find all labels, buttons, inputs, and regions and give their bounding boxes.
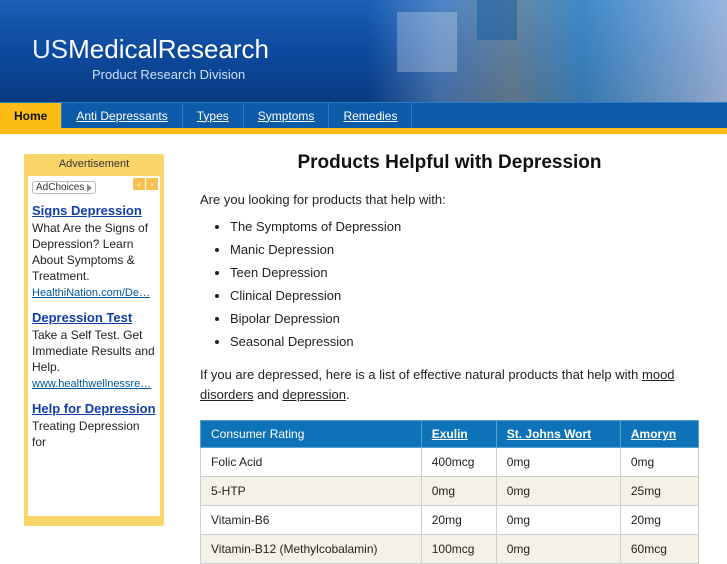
logo-prefix: US [32,34,68,64]
logo-subtitle: Product Research Division [32,67,269,82]
table-row: Vitamin-B620mg0mg20mg [201,506,699,535]
ad-next-icon[interactable]: › [146,178,158,190]
followup-mid: and [253,387,282,402]
list-item: Bipolar Depression [230,311,699,326]
adchoices-label: AdChoices [36,182,84,193]
depression-link[interactable]: depression [282,387,346,402]
cell-value: 20mg [421,506,496,535]
row-label: 5-HTP [201,477,422,506]
main-nav: HomeAnti DepressantsTypesSymptomsRemedie… [0,102,727,128]
bullet-list: The Symptoms of Depression Manic Depressi… [230,219,699,349]
row-label: Vitamin-B12 (Methylcobalamin) [201,535,422,564]
table-row: Vitamin-B12 (Methylcobalamin)100mcg0mg60… [201,535,699,564]
ad-heading: Advertisement [24,154,164,176]
ad-container: Advertisement AdChoices ‹ › Signs Depres… [24,154,164,526]
followup-pre: If you are depressed, here is a list of … [200,367,642,382]
product-header-link[interactable]: Amoryn [620,421,698,448]
ad-title-link[interactable]: Signs Depression [32,202,156,220]
ad-title-link[interactable]: Depression Test [32,309,156,327]
row-label: Vitamin-B6 [201,506,422,535]
row-label: Folic Acid [201,448,422,477]
page-title: Products Helpful with Depression [200,152,699,174]
ad-url[interactable]: HealthiNation.com/De… [32,286,156,301]
sidebar: Advertisement AdChoices ‹ › Signs Depres… [0,134,180,564]
nav-types[interactable]: Types [183,103,244,128]
cell-value: 60mcg [620,535,698,564]
nav-remedies[interactable]: Remedies [329,103,412,128]
ad-text: Treating Depression for [32,418,156,450]
cell-value: 0mg [496,448,620,477]
intro-text: Are you looking for products that help w… [200,192,699,207]
nav-home[interactable]: Home [0,103,62,128]
site-logo: USMedicalResearch Product Research Divis… [32,34,269,82]
list-item: Manic Depression [230,242,699,257]
cell-value: 0mg [496,506,620,535]
cell-value: 0mg [496,477,620,506]
cell-value: 0mg [421,477,496,506]
list-item: Teen Depression [230,265,699,280]
list-item: The Symptoms of Depression [230,219,699,234]
cell-value: 20mg [620,506,698,535]
main-content: Products Helpful with Depression Are you… [180,134,727,564]
logo-name: MedicalResearch [68,34,269,64]
table-row: Folic Acid400mcg0mg0mg [201,448,699,477]
nav-anti-depressants[interactable]: Anti Depressants [62,103,182,128]
ad-block: Signs DepressionWhat Are the Signs of De… [32,202,156,301]
adchoices-badge[interactable]: AdChoices [32,181,96,194]
cell-value: 0mg [620,448,698,477]
cell-value: 100mcg [421,535,496,564]
followup-post: . [346,387,350,402]
play-icon [87,184,92,192]
nav-symptoms[interactable]: Symptoms [244,103,330,128]
ad-url[interactable]: www.healthwellnessre… [32,377,156,392]
table-header-row: Consumer RatingExulinSt. Johns WortAmory… [201,421,699,448]
list-item: Seasonal Depression [230,334,699,349]
table-header-label: Consumer Rating [201,421,422,448]
ad-title-link[interactable]: Help for Depression [32,400,156,418]
product-header-link[interactable]: St. Johns Wort [496,421,620,448]
ad-block: Depression TestTake a Self Test. Get Imm… [32,309,156,392]
list-item: Clinical Depression [230,288,699,303]
ad-block: Help for DepressionTreating Depression f… [32,400,156,450]
header-banner: USMedicalResearch Product Research Divis… [0,0,727,102]
cell-value: 400mcg [421,448,496,477]
ad-text: Take a Self Test. Get Immediate Results … [32,327,156,376]
cell-value: 0mg [496,535,620,564]
cell-value: 25mg [620,477,698,506]
product-header-link[interactable]: Exulin [421,421,496,448]
ad-prev-icon[interactable]: ‹ [133,178,145,190]
followup-text: If you are depressed, here is a list of … [200,365,699,404]
table-row: 5-HTP0mg0mg25mg [201,477,699,506]
comparison-table: Consumer RatingExulinSt. Johns WortAmory… [200,420,699,564]
ad-text: What Are the Signs of Depression? Learn … [32,220,156,285]
banner-image-collage [367,0,727,102]
